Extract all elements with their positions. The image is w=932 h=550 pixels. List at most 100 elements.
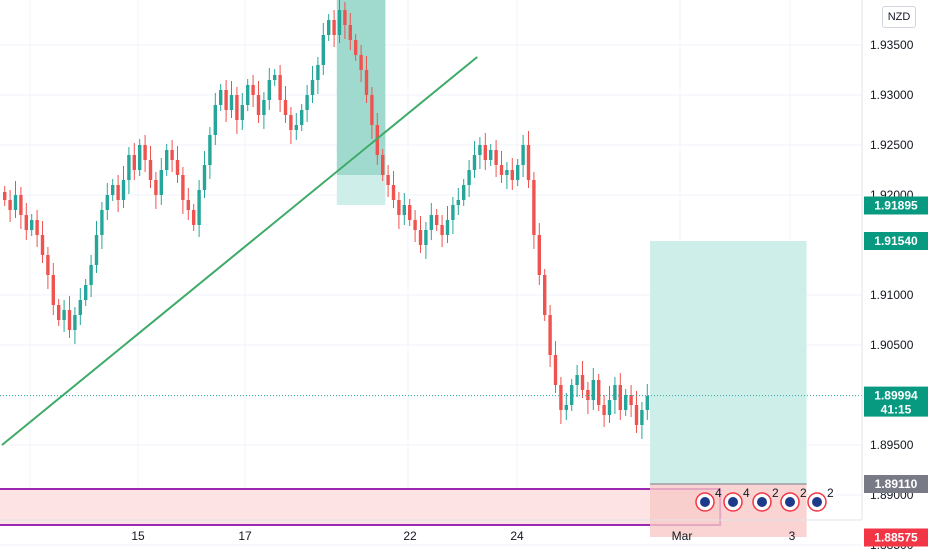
candle-body <box>483 145 487 160</box>
x-tick-label: 17 <box>238 529 252 543</box>
candle-body <box>510 170 514 180</box>
candle-body <box>408 205 412 220</box>
candle-body <box>634 405 639 425</box>
price-tag <box>864 475 928 493</box>
candle-body <box>35 220 39 235</box>
x-tick-label: 24 <box>510 529 524 543</box>
candle-body <box>343 10 347 25</box>
x-tick-label: 3 <box>789 529 796 543</box>
candle-body <box>364 70 369 95</box>
candle-body <box>516 165 520 180</box>
y-tick-label: 1.92500 <box>870 138 914 152</box>
candle-body <box>94 235 99 265</box>
y-tick-label: 1.93500 <box>870 38 914 52</box>
candle-body <box>8 200 12 210</box>
candle-body <box>478 145 482 155</box>
currency-badge[interactable]: NZD <box>882 6 916 28</box>
flag-icon <box>728 497 738 507</box>
candle-body <box>78 300 82 315</box>
candle-body <box>208 135 212 165</box>
candle-body <box>489 150 493 160</box>
candle-body <box>370 95 374 125</box>
candle-body <box>564 405 568 410</box>
candle-body <box>553 355 558 385</box>
candle-body <box>348 25 352 40</box>
flag-icon <box>785 497 795 507</box>
candle-body <box>629 395 633 405</box>
candle-body <box>224 90 228 110</box>
candle-body <box>354 40 358 55</box>
candle-body <box>429 215 433 230</box>
price-tag-label: 1.91540 <box>874 234 918 248</box>
candle-body <box>602 405 606 415</box>
candle-body <box>213 105 217 135</box>
candle-body <box>327 20 331 35</box>
flag-icon <box>812 497 822 507</box>
price-tag <box>864 386 928 417</box>
candle-body <box>624 395 628 410</box>
candle-body <box>181 175 185 200</box>
event-count-label: 4 <box>743 486 750 500</box>
candle-body <box>435 215 439 225</box>
price-tag-label: 1.89110 <box>875 477 918 491</box>
candle-body <box>391 185 396 200</box>
candle-body <box>283 100 288 115</box>
candle-body <box>310 80 315 95</box>
candle-body <box>548 315 552 355</box>
candle-body <box>192 210 196 225</box>
candle-body <box>607 400 612 415</box>
candle-body <box>521 145 525 165</box>
candle-body <box>46 255 50 275</box>
price-tag <box>864 528 928 547</box>
candle-body <box>332 20 336 35</box>
candle-body <box>424 230 428 245</box>
candle-body <box>586 390 590 400</box>
candle-body <box>316 65 320 80</box>
flag-icon <box>757 497 767 507</box>
candle-body <box>240 105 244 120</box>
candle-body <box>645 396 649 410</box>
candle-body <box>19 195 23 215</box>
event-count-label: 2 <box>772 486 779 500</box>
candle-body <box>256 95 261 115</box>
candle-body <box>246 85 250 105</box>
candle-body <box>575 375 579 385</box>
x-tick-label: Mar <box>672 529 693 543</box>
y-tick-label: 1.91000 <box>870 288 914 302</box>
candle-body <box>472 155 477 170</box>
candle-body <box>456 200 460 205</box>
candle-body <box>494 150 498 165</box>
candle-body <box>202 165 207 190</box>
candle-body <box>30 220 34 230</box>
candle-body <box>165 150 169 170</box>
candle-body <box>543 275 547 315</box>
candle-body <box>262 100 266 115</box>
candle-body <box>321 35 325 65</box>
zone-rectangle <box>0 488 722 526</box>
candle-body <box>445 220 450 235</box>
candle-body <box>105 195 109 210</box>
candle-body <box>418 230 423 245</box>
candle-body <box>170 150 174 160</box>
flag-icon <box>700 497 710 507</box>
candle-body <box>526 145 531 180</box>
price-tag-label: 1.89994 <box>874 389 918 403</box>
candle-body <box>386 175 390 185</box>
position-target-zone <box>650 241 807 484</box>
x-tick-label: 15 <box>131 529 145 543</box>
candle-body <box>499 165 504 175</box>
candle-body <box>537 235 541 275</box>
candle-body <box>197 190 201 225</box>
candle-body <box>467 170 471 185</box>
candle-body <box>100 210 104 235</box>
countdown-label: 41:15 <box>881 403 912 417</box>
event-count-label: 4 <box>715 486 722 500</box>
candle-body <box>40 235 45 255</box>
candle-body <box>132 155 136 170</box>
candle-body <box>235 95 239 120</box>
candle-body <box>381 155 385 175</box>
price-tag <box>864 196 928 215</box>
trendline <box>1 56 478 446</box>
candle-body <box>51 275 55 305</box>
